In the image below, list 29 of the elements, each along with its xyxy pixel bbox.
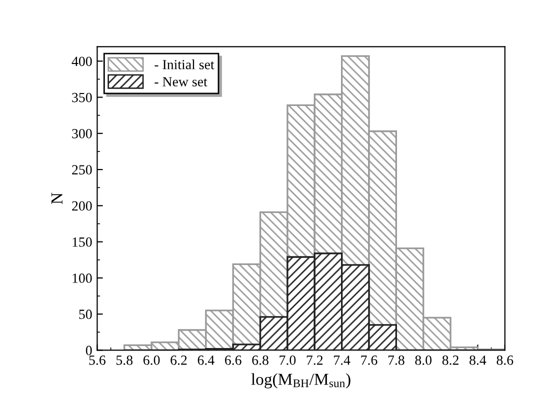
y-tick-label: 100	[72, 274, 92, 283]
x-tick-label: 6.6	[225, 356, 242, 365]
x-tick-label: 5.8	[116, 355, 133, 365]
x-axis-title: log(M$_{BH}$/M$_{sun}$)	[251, 373, 350, 388]
x-tick-label: 8.0	[415, 355, 432, 365]
x-tick-label: 8.6	[496, 355, 514, 365]
y-tick-label: 300	[72, 128, 92, 138]
x-tick-label: 8.2	[442, 355, 458, 365]
y-tick-label: 350	[72, 92, 92, 102]
x-tick-label: 7.8	[388, 355, 404, 365]
x-tick-label: 8.4	[470, 355, 486, 365]
y-tick-label: 150	[72, 237, 92, 247]
x-tick-label: 6.8	[252, 355, 268, 365]
y-tick-label: 0	[86, 346, 92, 356]
y-tick-label: 250	[72, 165, 92, 174]
x-tick-label: 7.4	[334, 356, 350, 365]
x-tick-label: 5.6	[89, 356, 106, 365]
y-tick-label: 400	[72, 56, 92, 66]
legend-label: - Initial set	[154, 60, 214, 70]
x-tick-label: 6.0	[143, 355, 160, 365]
x-tick-label: 7.6	[361, 356, 378, 365]
x-tick-label: 7.0	[280, 355, 296, 365]
x-tick-label: 6.4	[198, 356, 214, 365]
y-tick-label: 50	[79, 310, 92, 320]
y-axis-title: N	[51, 192, 62, 204]
x-tick-label: 6.2	[170, 356, 187, 365]
y-tick-label: 200	[72, 201, 92, 211]
x-tick-label: 7.2	[306, 356, 323, 365]
legend-label: - New set	[154, 77, 208, 86]
